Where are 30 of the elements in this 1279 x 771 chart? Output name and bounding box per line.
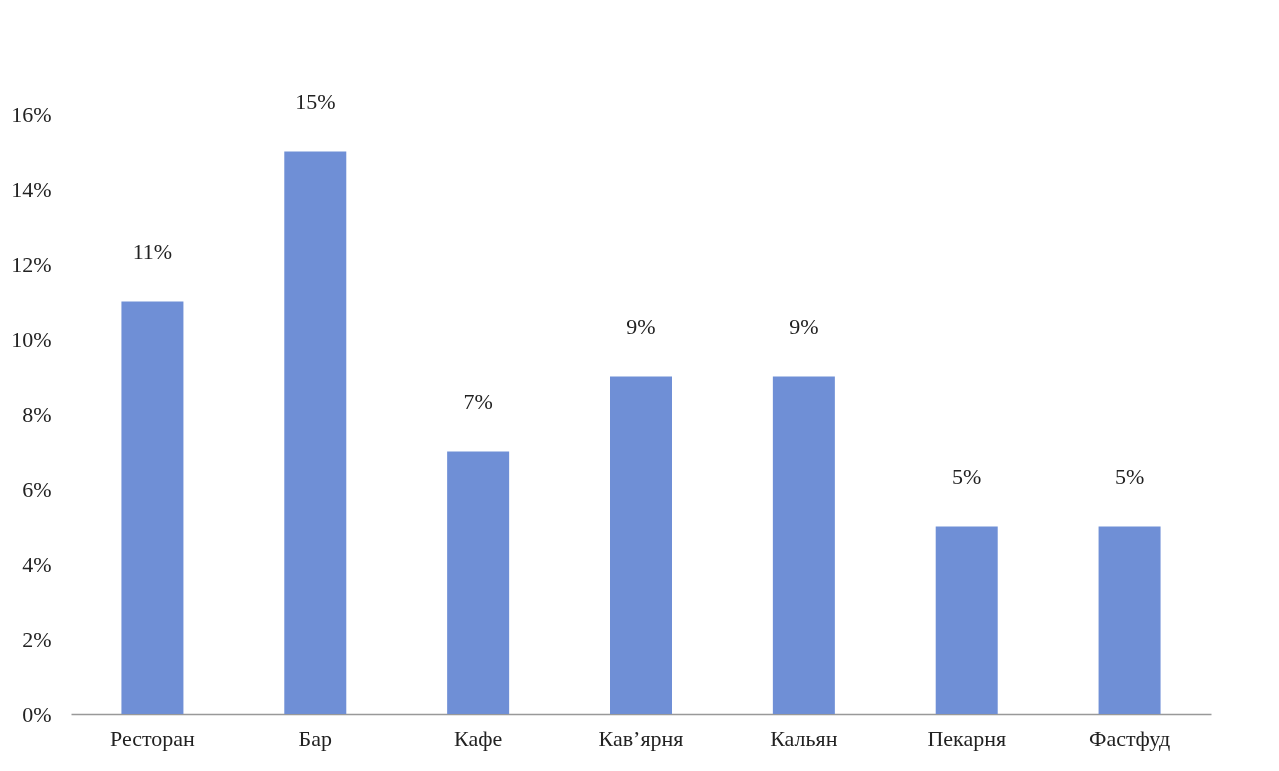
bar: [284, 151, 347, 714]
x-tick-label: Фастфуд: [1089, 725, 1171, 751]
x-tick-label: Кав’ярня: [598, 725, 684, 751]
y-tick-label: 10%: [11, 326, 52, 352]
bar: [610, 376, 672, 714]
x-tick-label: Кафе: [454, 725, 503, 751]
data-label: 11%: [132, 238, 173, 264]
data-label: 9%: [626, 313, 656, 339]
y-tick-label: 4%: [22, 551, 52, 577]
x-tick-label: Кальян: [770, 725, 838, 751]
y-tick-label: 0%: [22, 701, 52, 727]
bar: [1098, 526, 1161, 714]
y-tick-label: 16%: [11, 101, 52, 127]
data-label: 5%: [1114, 463, 1145, 489]
x-tick-label: Ресторан: [109, 725, 196, 751]
bar: [772, 376, 835, 714]
data-label: 5%: [952, 463, 982, 489]
y-tick-label: 12%: [11, 251, 52, 277]
data-label: 15%: [295, 88, 336, 114]
bar: [447, 451, 510, 714]
y-tick-label: 2%: [22, 626, 52, 652]
y-tick-label: 14%: [11, 176, 52, 202]
bar: [935, 526, 998, 714]
data-label: 7%: [463, 388, 493, 414]
y-tick-label: 8%: [22, 401, 52, 427]
bar: [121, 301, 184, 714]
y-tick-label: 6%: [22, 476, 52, 502]
x-tick-label: Бар: [298, 725, 332, 751]
data-label: 9%: [789, 313, 819, 339]
x-tick-label: Пекарня: [927, 725, 1007, 751]
